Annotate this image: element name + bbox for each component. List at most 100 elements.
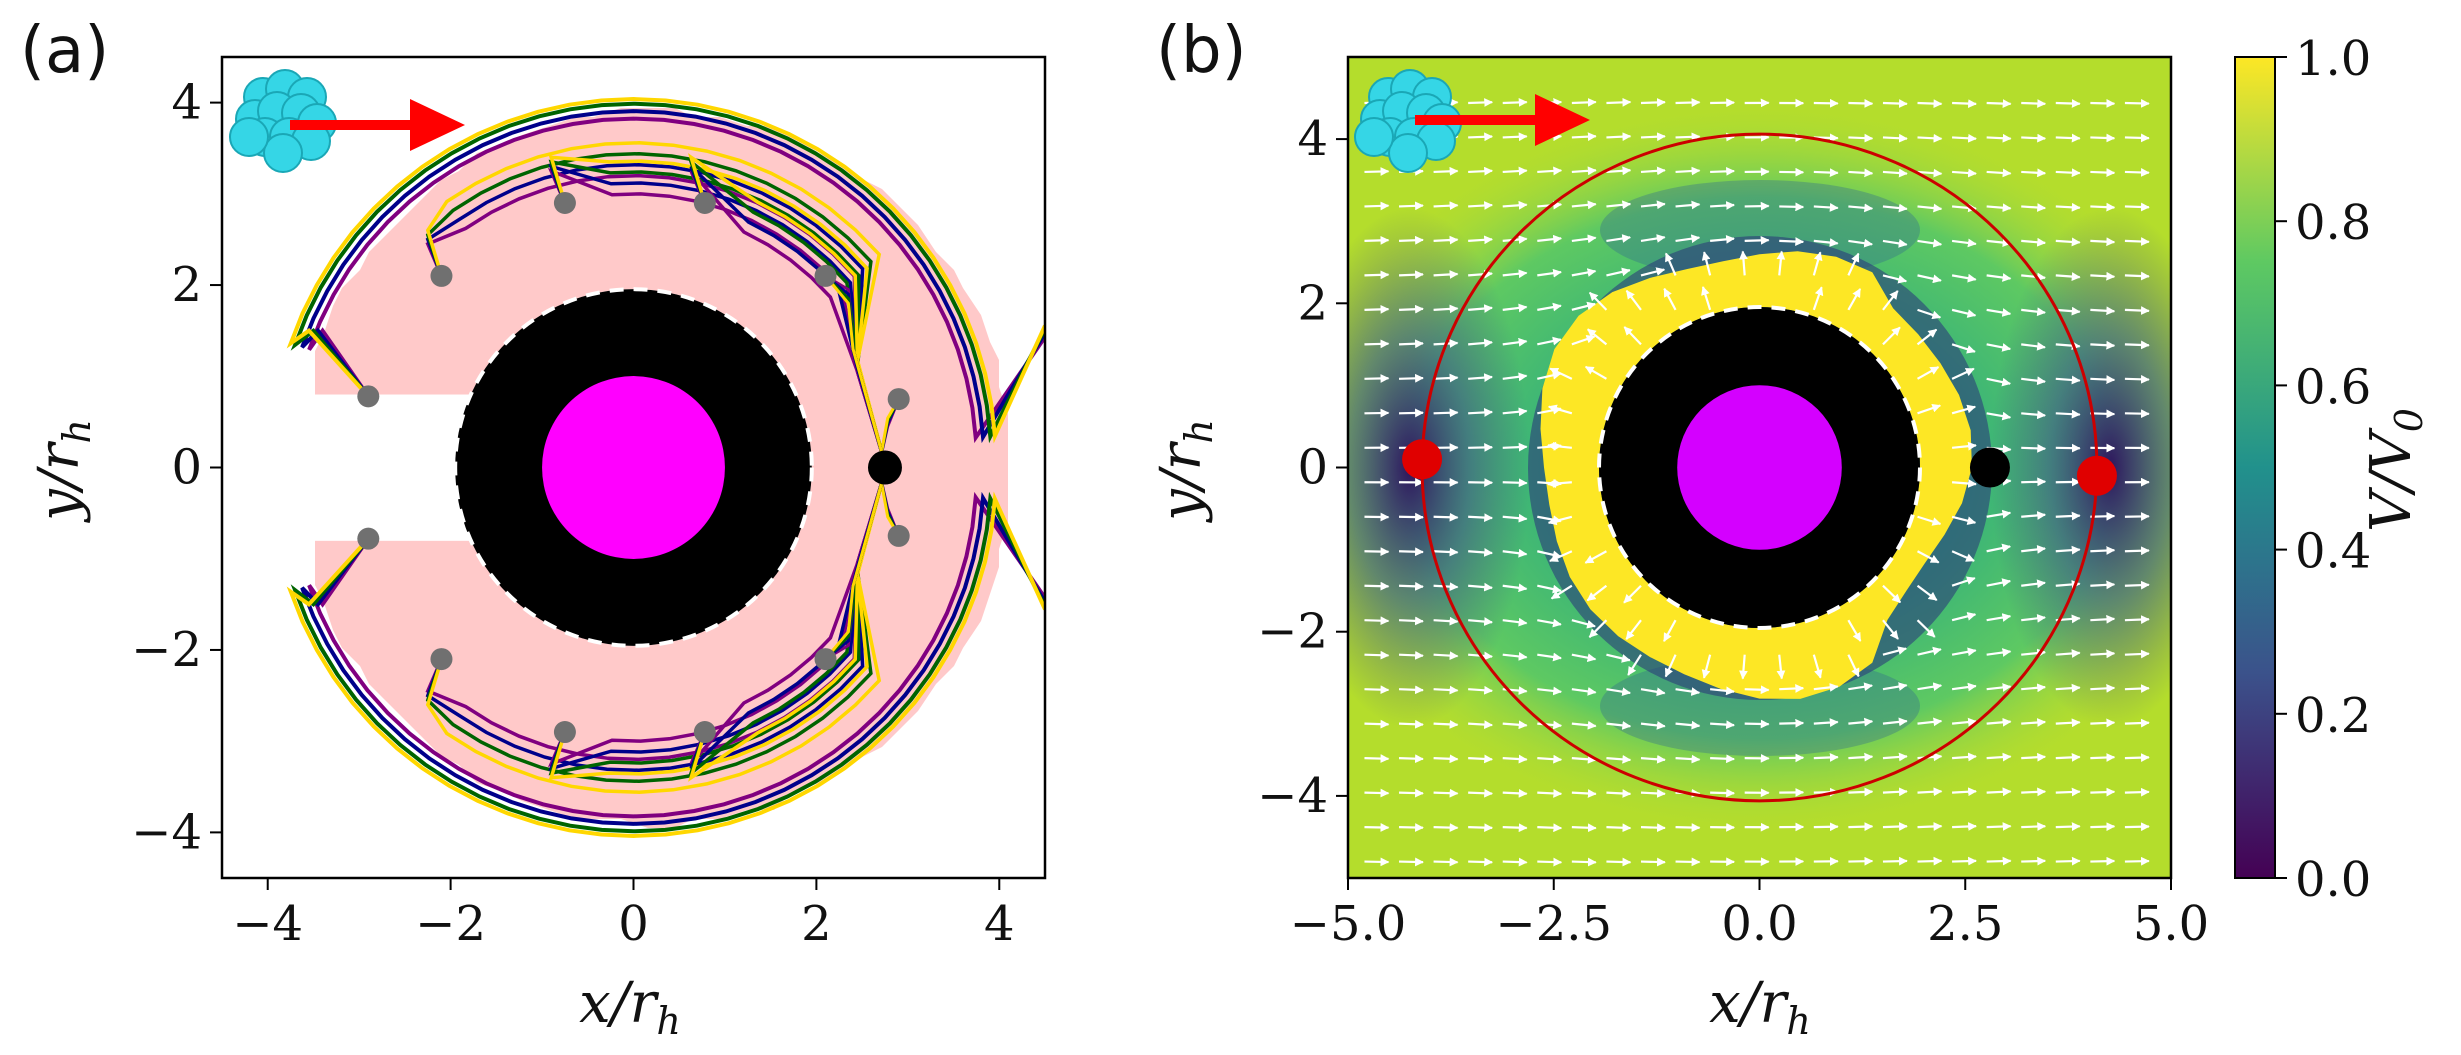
velocity-arrow [1587,328,1608,346]
colorbar-tick-label: 0.6 [2295,359,2371,415]
velocity-arrow [1502,823,1528,833]
velocity-arrow [1640,200,1666,210]
panel-a-ytick-label: −2 [131,622,202,678]
velocity-arrow [1468,685,1493,695]
velocity-arrow [1502,269,1528,279]
velocity-arrow [1917,238,1943,248]
velocity-arrow [2021,683,2047,693]
velocity-arrow [2124,615,2150,624]
start-point [553,721,576,744]
velocity-arrow [1364,374,1390,383]
panel-a-ytick-label: −4 [131,804,202,860]
velocity-arrow [1502,513,1528,523]
cluster-sphere [1354,117,1394,157]
loop-curve-green [687,480,884,779]
velocity-arrow [1584,365,1607,380]
velocity-arrow [1917,203,1943,213]
panel-b-ytick-label: 0 [1297,440,1328,496]
velocity-arrow [1468,373,1493,382]
velocity-arrow [1398,616,1424,626]
velocity-arrow [1848,822,1874,832]
velocity-arrow [1986,613,2012,622]
velocity-arrow [1433,720,1459,729]
velocity-arrow [1916,366,1940,380]
velocity-arrow [1847,654,1860,678]
velocity-arrow [1951,404,1977,415]
colorbar-tick-label: 1.0 [2295,31,2371,87]
panel-b-xlabel: x/rh [1709,971,1811,1043]
panel-b-label: (b) [1156,14,1247,88]
velocity-arrow [1640,98,1666,107]
core-dashed-outline [1597,305,1922,630]
velocity-arrow [1364,236,1390,245]
velocity-arrow [1986,168,2012,178]
velocity-arrow [2090,99,2116,108]
panel-a-ytick-label: 2 [171,257,202,313]
velocity-arrow [1398,339,1424,349]
velocity-arrow [1986,856,2012,866]
panel-b-xtick-label: −5.0 [1290,896,1407,952]
velocity-arrow [1812,286,1824,311]
velocity-arrow [2090,306,2116,316]
velocity-arrow [1571,166,1597,176]
velocity-arrow [2021,718,2047,727]
velocity-arrow [1882,856,1908,866]
direction-arrow-icon [1415,94,1590,146]
center-disk [1677,385,1842,550]
loop-curve-purple [689,169,884,455]
velocity-arrow [1986,752,2012,762]
cluster-sphere [263,133,303,173]
velocity-arrow [1952,822,1977,831]
velocity-arrow [1640,823,1666,833]
velocity-arrow [1917,856,1943,866]
velocity-arrow [1917,168,1943,178]
velocity-arrow [1675,234,1701,244]
velocity-arrow [2124,580,2150,590]
velocity-arrow [1588,291,1608,311]
velocity-arrow [1986,273,2012,282]
panel-b-ytick-label: 2 [1297,275,1328,331]
velocity-arrow [1675,687,1701,696]
velocity-arrow [1917,717,1943,727]
velocity-arrow [1364,167,1390,176]
velocity-arrow [2021,613,2046,623]
velocity-arrow [1606,132,1632,142]
velocity-arrow [1663,619,1677,643]
velocity-arrow [1640,234,1666,243]
velocity-arrow [1986,509,2012,519]
velocity-arrow [2021,477,2047,487]
velocity-arrow [2055,202,2081,212]
velocity-arrow [1433,270,1459,279]
velocity-arrow [1537,584,1562,594]
velocity-arrow [2124,856,2150,866]
velocity-arrow [2055,306,2081,316]
velocity-arrow [2055,375,2081,385]
panel-b-xtick-label: 5.0 [2133,896,2209,952]
velocity-arrow [1952,787,1977,797]
velocity-arrow [1640,132,1666,142]
velocity-arrow [1502,337,1528,347]
panel-b-ylabel: y/rh [1149,419,1221,524]
velocity-arrow [1588,619,1608,638]
velocity-arrow [1571,720,1597,730]
colorbar [2234,56,2276,879]
black-dot [867,450,902,485]
velocity-arrow [1813,238,1839,247]
velocity-arrow [1398,235,1424,245]
velocity-arrow [2124,546,2150,556]
velocity-arrow [1398,754,1424,764]
start-point [430,648,453,671]
velocity-arrow [1468,408,1493,417]
velocity-arrow [2021,822,2047,831]
panel-a-xlabel: x/rh [579,971,681,1043]
velocity-arrow [1739,654,1748,680]
velocity-arrow [2055,168,2081,178]
velocity-arrow [1537,789,1563,798]
velocity-arrow [1917,646,1942,656]
velocity-arrow [1675,720,1701,730]
velocity-arrow [1675,823,1701,832]
velocity-arrow [1882,584,1902,604]
velocity-arrow [1433,408,1459,418]
velocity-arrow [1952,856,1977,866]
panel-a-xtick-label: 4 [984,896,1015,952]
